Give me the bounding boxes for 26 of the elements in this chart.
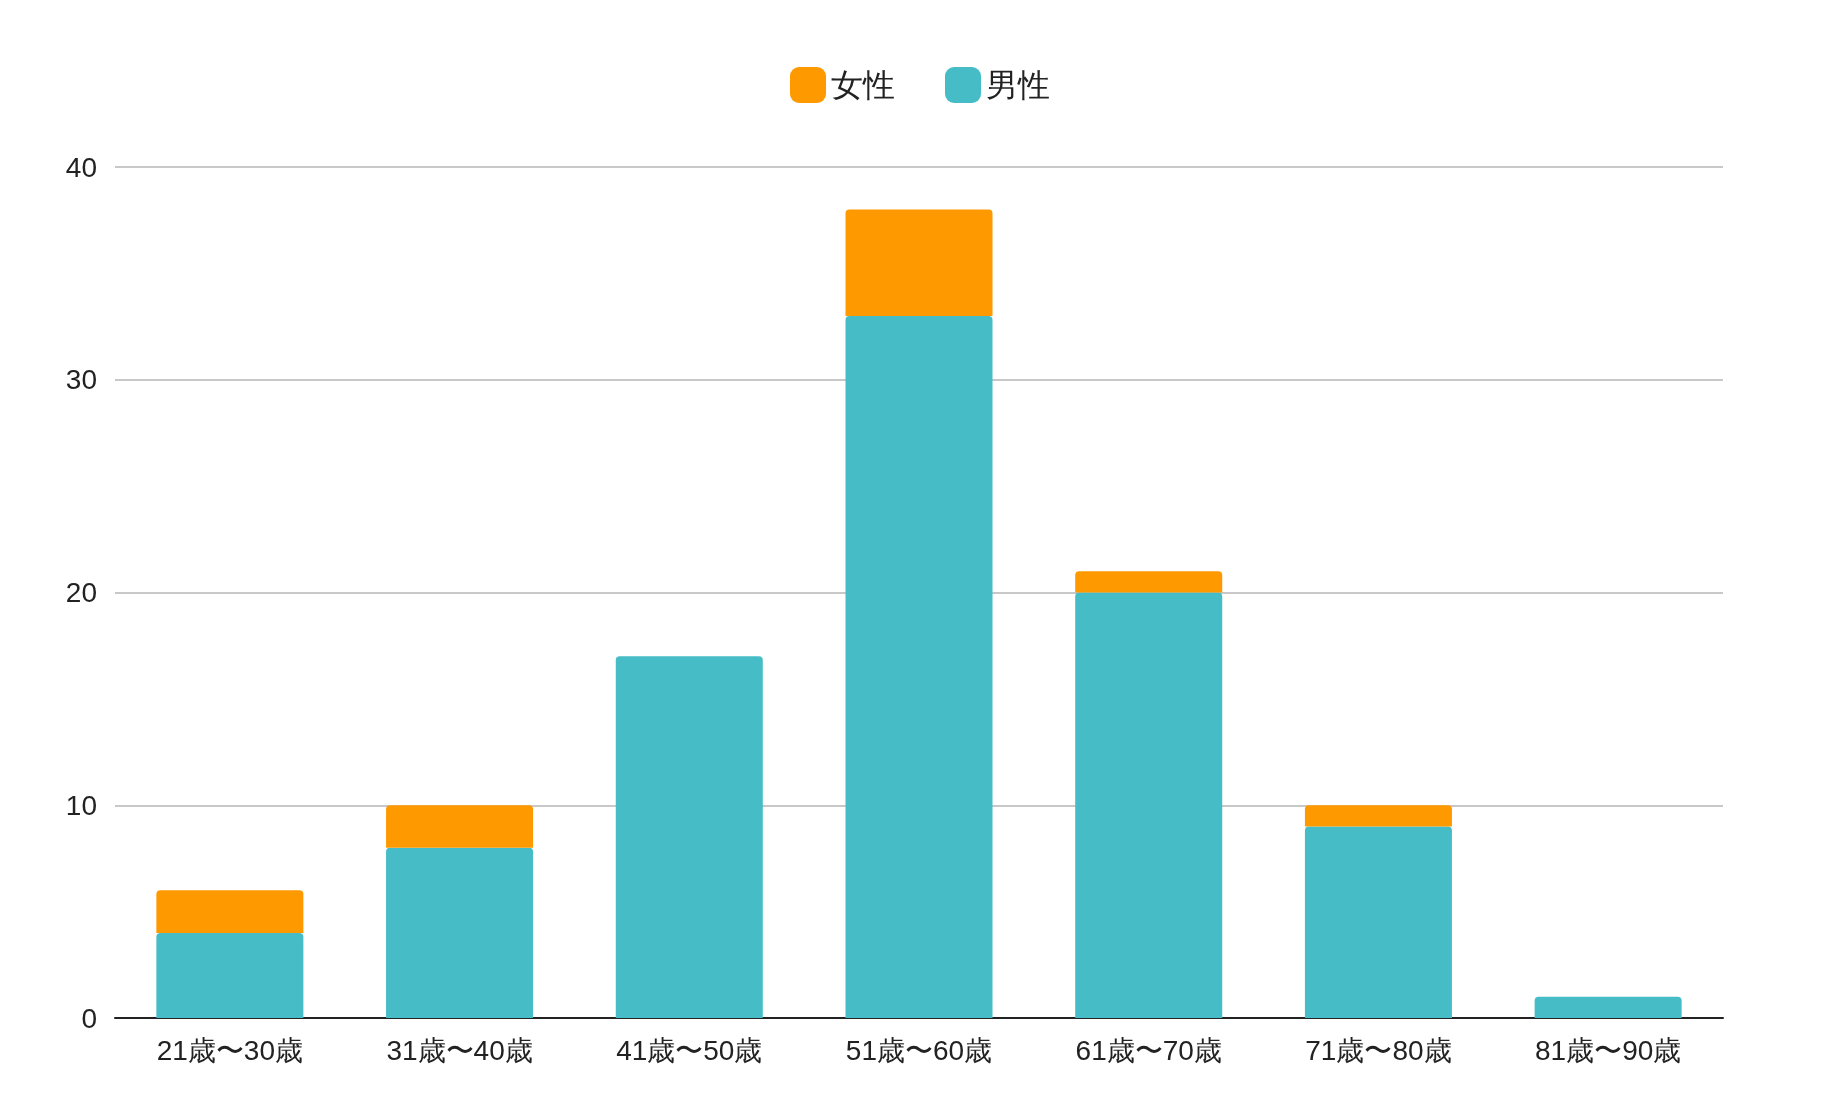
bar	[156, 890, 304, 933]
y-tick-label: 0	[81, 1002, 97, 1034]
y-tick-label: 10	[65, 789, 97, 821]
bar	[615, 656, 763, 1018]
bar	[1534, 996, 1682, 1018]
y-tick-label: 40	[65, 151, 97, 183]
x-tick-label: 71歳〜80歳	[1305, 1034, 1452, 1066]
bar	[1075, 592, 1223, 1018]
bar	[386, 805, 534, 848]
x-tick-label: 31歳〜40歳	[386, 1034, 533, 1066]
x-tick-label: 21歳〜30歳	[156, 1034, 304, 1066]
bar	[1075, 571, 1223, 593]
bar	[1304, 826, 1452, 1018]
y-tick-label: 30	[65, 364, 97, 396]
y-tick-label: 20	[65, 577, 97, 608]
legend-label: 男性	[986, 67, 1050, 103]
legend-label: 女性	[831, 67, 895, 103]
x-tick-label: 41歳〜50歳	[616, 1034, 763, 1066]
x-tick-label: 51歳〜60歳	[845, 1034, 993, 1066]
bar	[1304, 805, 1452, 827]
bar	[386, 847, 534, 1018]
bar	[845, 315, 993, 1018]
bar	[156, 932, 304, 1018]
x-tick-label: 81歳〜90歳	[1534, 1034, 1682, 1066]
bar	[845, 209, 993, 316]
x-tick-label: 61歳〜70歳	[1075, 1034, 1222, 1066]
